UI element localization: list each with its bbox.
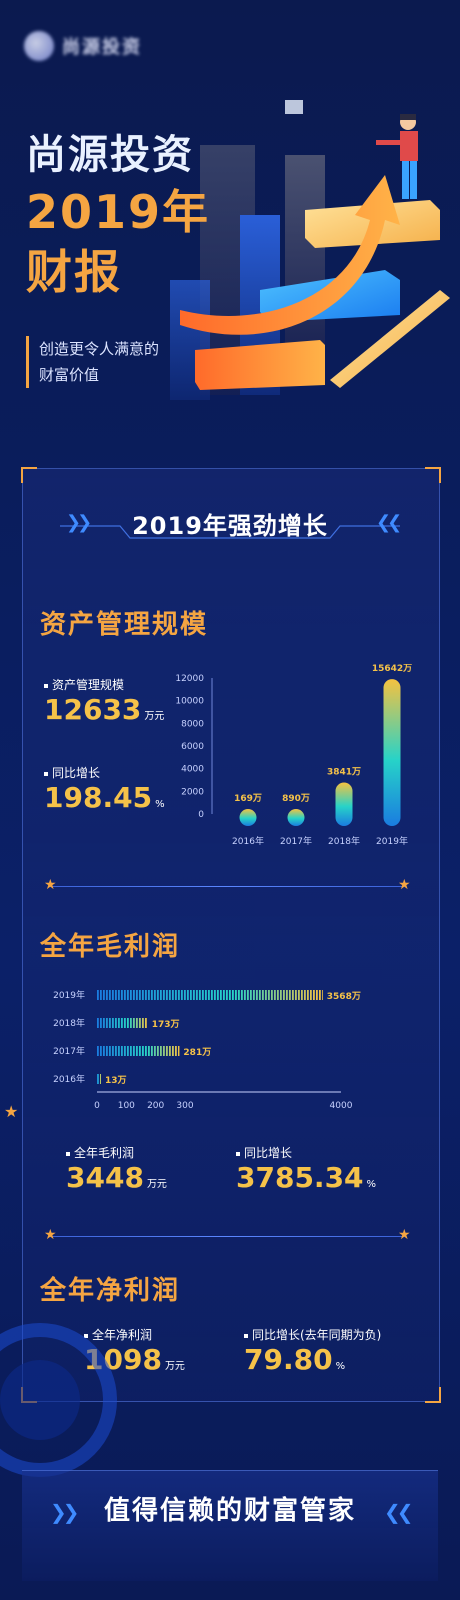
y-tick-label: 0 [198, 810, 204, 820]
net-growth-unit: % [335, 1361, 346, 1372]
assets-scale-label: 资产管理规模 [44, 676, 164, 693]
y-tick-label: 8000 [181, 719, 204, 729]
bar [335, 782, 353, 826]
chevron-left-icon: ❮❮ [384, 1500, 413, 1524]
x-tick-label: 0 [94, 1101, 100, 1111]
gross-growth-value: 3785.34 [236, 1161, 364, 1194]
x-tick-label: 2019年 [376, 835, 408, 847]
bar [383, 679, 401, 826]
y-tick-label: 6000 [181, 742, 204, 752]
assets-growth-stat: 同比增长 198.45% [44, 764, 165, 814]
star-icon: ★ [398, 877, 411, 893]
hero-title-year: 2019年 [26, 185, 211, 239]
gross-profit-unit: 万元 [146, 1179, 167, 1190]
gross-growth-label: 同比增长 [236, 1144, 376, 1161]
hero-subtitle-line2: 财富价值 [39, 366, 100, 384]
assets-scale-stat: 资产管理规模 12633 万元 [44, 676, 164, 726]
chevron-left-icon: ❮❮ [376, 512, 402, 533]
y-tick-label: 2000 [181, 787, 204, 797]
y-tick-label: 2018年 [53, 1017, 85, 1029]
chevron-right-icon: ❯❯ [66, 512, 92, 533]
data-label: 173万 [152, 1019, 180, 1030]
section-banner: 2019年强劲增长 [60, 502, 400, 544]
y-tick-label: 4000 [181, 765, 204, 775]
net-profit-label: 全年净利润 [84, 1326, 185, 1343]
star-icon: ★ [44, 877, 57, 893]
chevron-right-icon: ❯❯ [50, 1500, 79, 1524]
x-tick-label: 2018年 [328, 835, 360, 847]
gross-growth-unit: % [366, 1179, 377, 1190]
net-growth-stat: 同比增长(去年同期为负) 79.80% [244, 1326, 381, 1376]
brand-logo: 尚源投资 [24, 28, 152, 64]
footer-slogan: 值得信赖的财富管家 [103, 1496, 356, 1526]
y-tick-label: 2019年 [53, 989, 85, 1001]
assets-growth-label: 同比增长 [44, 764, 165, 781]
y-tick-label: 10000 [175, 697, 204, 707]
gross-profit-value: 3448 [66, 1161, 144, 1194]
data-label: 3568万 [327, 991, 361, 1002]
data-label: 890万 [282, 793, 310, 804]
y-tick-label: 2016年 [53, 1073, 85, 1085]
hero-subtitle: 创造更令人满意的 财富价值 [26, 336, 159, 388]
data-label: 15642万 [372, 664, 412, 674]
report-panel [21, 467, 441, 1403]
banner-frame [60, 525, 400, 539]
data-label: 281万 [183, 1047, 211, 1058]
assets-growth-unit: % [155, 799, 165, 810]
banner-title: 2019年强劲增长 [132, 511, 328, 540]
y-tick-label: 2017年 [53, 1045, 85, 1057]
x-tick-label: 300 [176, 1101, 193, 1111]
gross-profit-stat: 全年毛利润 3448 万元 [66, 1144, 167, 1194]
assets-growth-value: 198.45 [44, 781, 153, 814]
section-divider [50, 886, 402, 887]
assets-bar-chart: 0 2000 4000 6000 8000 10000 12000 169万 2016年 890万… [175, 664, 412, 847]
data-label: 13万 [105, 1075, 127, 1086]
decor-rings [0, 1323, 117, 1477]
bar [97, 1046, 180, 1056]
x-tick-label: 2016年 [232, 835, 264, 847]
logo-mark-icon [24, 31, 54, 61]
y-tick-label: 12000 [175, 674, 204, 684]
x-tick-label: 2017年 [280, 835, 312, 847]
footer-box [22, 1470, 438, 1581]
assets-scale-value: 12633 [44, 693, 142, 726]
section-divider [50, 1236, 402, 1237]
gross-heading: 全年毛利润 [40, 932, 181, 962]
star-icon: ★ [44, 1227, 57, 1243]
x-tick-label: 4000 [330, 1101, 353, 1111]
bar [287, 809, 305, 826]
x-tick-label: 200 [147, 1101, 164, 1111]
star-icon: ★ [4, 1102, 19, 1121]
logo-text: 尚源投资 [62, 37, 142, 58]
hero-title-report: 财报 [26, 245, 122, 299]
hero-title-company: 尚源投资 [26, 132, 194, 178]
bar [239, 809, 257, 826]
net-growth-label: 同比增长(去年同期为负) [244, 1326, 381, 1343]
hero-illustration [170, 100, 450, 400]
x-tick-label: 100 [118, 1101, 135, 1111]
net-profit-unit: 万元 [164, 1361, 185, 1372]
gross-profit-label: 全年毛利润 [66, 1144, 167, 1161]
star-icon: ★ [398, 1227, 411, 1243]
bar [97, 1074, 101, 1084]
assets-scale-unit: 万元 [144, 711, 165, 722]
bar [97, 1018, 148, 1028]
gross-growth-stat: 同比增长 3785.34% [236, 1144, 376, 1194]
hero-subtitle-line1: 创造更令人满意的 [39, 340, 160, 358]
bar [97, 990, 323, 1000]
data-label: 3841万 [327, 766, 361, 777]
data-label: 169万 [234, 793, 262, 804]
net-growth-value: 79.80 [244, 1343, 333, 1376]
net-heading: 全年净利润 [40, 1276, 181, 1306]
gross-bar-chart: 2019年 3568万 2018年 173万 2017年 281万 2016年 13万 0 100… [53, 989, 361, 1111]
assets-heading: 资产管理规模 [40, 610, 209, 640]
